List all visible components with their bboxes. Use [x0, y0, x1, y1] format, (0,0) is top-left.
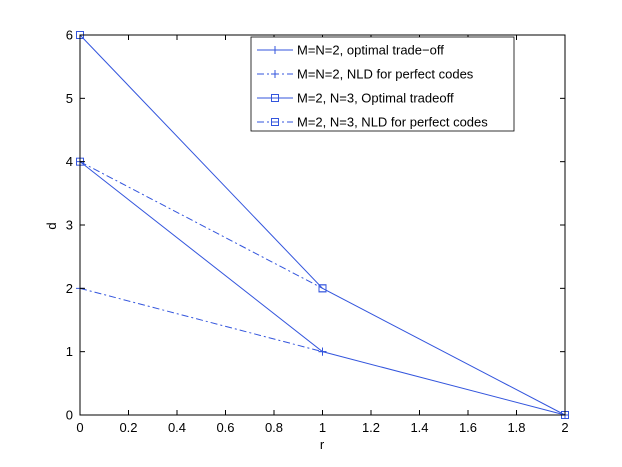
- x-tick-label: 0.6: [216, 420, 234, 435]
- y-tick-label: 1: [66, 344, 73, 359]
- legend-entry-2: M=N=2, NLD for perfect codes: [257, 67, 474, 82]
- x-tick-label: 1.6: [459, 420, 477, 435]
- legend-label: M=N=2, optimal trade−off: [297, 43, 444, 58]
- legend-entry-4: M=2, N=3, NLD for perfect codes: [257, 115, 488, 130]
- legend-label: M=2, N=3, NLD for perfect codes: [297, 115, 488, 130]
- x-tick-label: 1.8: [507, 420, 525, 435]
- x-tick-label: 0: [76, 420, 83, 435]
- y-tick-label: 5: [66, 91, 73, 106]
- legend-box: [250, 36, 515, 132]
- x-tick-label: 1: [319, 420, 326, 435]
- legend-label: M=2, N=3, Optimal tradeoff: [297, 91, 454, 106]
- series-line: [79, 161, 323, 289]
- x-tick-label: 2: [561, 420, 568, 435]
- y-tick-label: 2: [66, 281, 73, 296]
- tick-layer: 0 0.2 0.4 0.6 0.8 1 1.2 1.4 1.6 1.8 2 0 1 2 3 4 5 6: [66, 28, 569, 436]
- y-tick-label: 6: [66, 28, 73, 43]
- x-tick-label: 1.4: [410, 420, 428, 435]
- x-axis-label: r: [320, 437, 325, 452]
- y-tick-label: 0: [66, 408, 73, 423]
- legend-marker: [271, 118, 279, 126]
- x-tick-label: 0.4: [168, 420, 186, 435]
- series-line: [79, 287, 323, 353]
- legend-marker: [271, 94, 279, 102]
- y-axis-label: d: [44, 222, 59, 229]
- legend-marker: [271, 46, 279, 54]
- legend-entry-1: M=N=2, optimal trade−off: [257, 43, 444, 58]
- y-tick-label: 4: [66, 154, 73, 169]
- x-tick-label: 0.8: [265, 420, 283, 435]
- data-point-marker: [318, 347, 327, 356]
- y-tick-label: 3: [66, 218, 73, 233]
- legend-entry-3: M=2, N=3, Optimal tradeoff: [257, 91, 454, 106]
- data-point-marker: [318, 284, 327, 293]
- x-tick-label: 0.2: [119, 420, 137, 435]
- legend-label: M=N=2, NLD for perfect codes: [297, 67, 474, 82]
- x-tick-label: 1.2: [362, 420, 380, 435]
- legend-marker: [271, 70, 279, 78]
- legend: M=N=2, optimal trade−off M=N=2, NLD for p…: [250, 36, 515, 132]
